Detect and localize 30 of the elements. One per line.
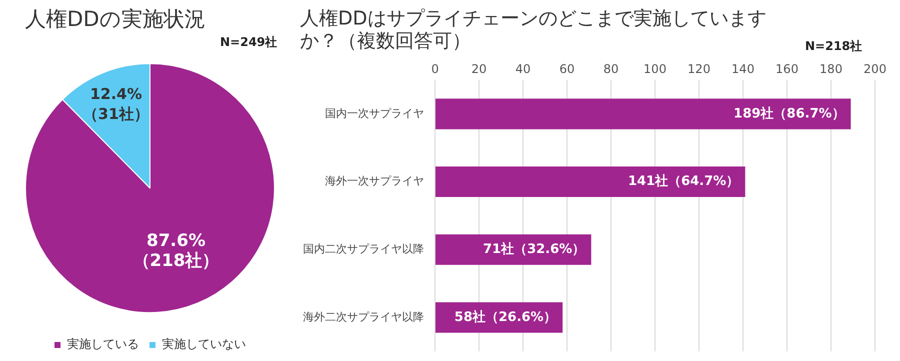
text: N=249社	[220, 34, 278, 51]
x-tick-label: 100	[644, 62, 666, 76]
x-tick-label: 200	[864, 62, 886, 76]
chart-title: 人権DDはサプライチェーンのどこまで実施していますか？（複数回答可）	[300, 7, 766, 52]
y-tick-label: 国内二次サプライヤ以降	[303, 242, 424, 256]
legend-label: 実施している	[67, 337, 139, 352]
x-tick-label: 60	[559, 62, 575, 76]
data-label: 87.6% （218社）	[132, 230, 220, 271]
bar	[436, 98, 851, 130]
data-label: 141社（64.7%）	[628, 173, 740, 190]
x-tick-label: 120	[688, 62, 710, 76]
data-label: 58社（26.6%）	[454, 308, 557, 325]
x-tick-label: 40	[515, 62, 531, 76]
data-label: 71社（32.6%）	[482, 241, 586, 257]
y-tick-label: 国内一次サプライヤ	[325, 106, 424, 120]
x-tick-label: 20	[471, 62, 487, 76]
bar	[436, 234, 592, 265]
y-tick-label: 海外一次サプライヤ	[325, 174, 424, 188]
x-tick-label: 0	[431, 62, 439, 76]
text: N=218社	[805, 38, 862, 55]
legend-label: 実施していない	[162, 337, 246, 352]
y-tick-label: 海外二次サプライヤ以降	[303, 310, 424, 324]
x-tick-label: 140	[732, 62, 754, 76]
x-tick-label: 80	[603, 62, 619, 76]
data-label: 189社（86.7%）	[734, 105, 845, 122]
x-tick-label: 180	[820, 62, 842, 76]
x-tick-label: 160	[776, 62, 798, 76]
data-label: 12.4% （31社）	[83, 85, 149, 124]
bar	[436, 166, 746, 198]
chart-title: 人権DDの実施状況	[25, 7, 206, 32]
